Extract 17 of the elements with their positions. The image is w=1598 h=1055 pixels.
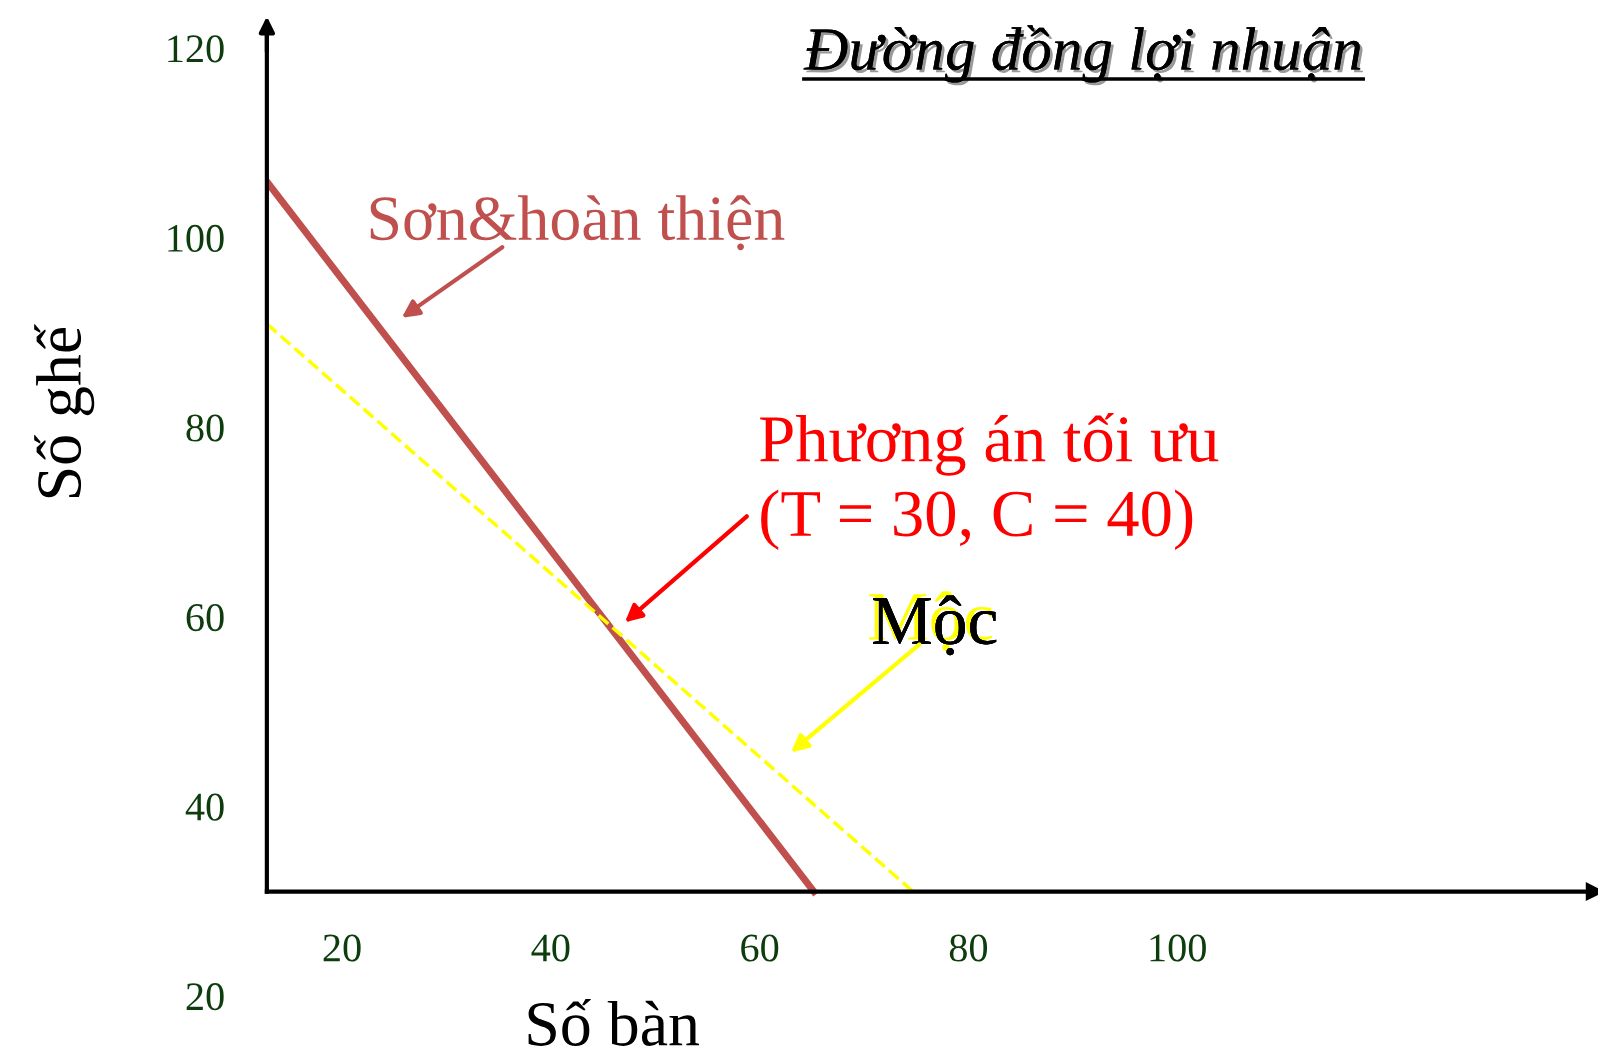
- x-axis-title: Số bàn: [528, 998, 700, 1046]
- x-tick-label: 40: [531, 934, 570, 962]
- y-tick-label: 80: [186, 414, 224, 442]
- x-tick-label: 80: [949, 934, 988, 962]
- chart-title: Đường đồng lợi nhuận: [803, 25, 1364, 86]
- annotation: Phương án tối ưu (T = 30, C = 40): [760, 413, 1219, 550]
- x-tick-label: 100: [1150, 934, 1206, 962]
- annotation: Mộc: [868, 591, 997, 656]
- y-tick-label: 60: [186, 603, 224, 632]
- x-tick-label: 20: [323, 934, 361, 962]
- y-axis-title: Số ghế: [34, 324, 95, 498]
- y-tick-label: 120: [168, 35, 224, 63]
- annotation: Sơn&hoàn thiện: [370, 195, 785, 251]
- y-tick-label: 20: [186, 983, 224, 1011]
- y-tick-label: 100: [168, 224, 224, 253]
- x-tick-label: 60: [741, 934, 779, 962]
- y-tick-label: 40: [185, 793, 224, 821]
